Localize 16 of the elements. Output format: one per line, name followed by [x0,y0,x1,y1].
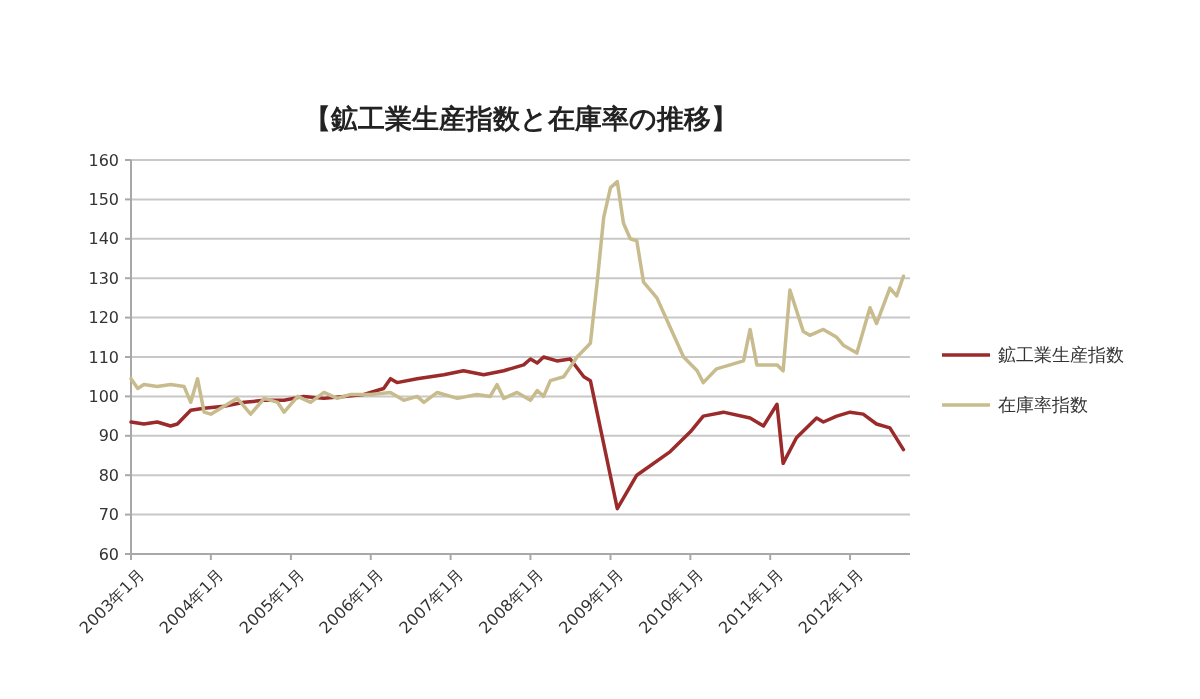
y-tick-label: 70 [98,505,119,525]
y-tick-label: 150 [88,190,119,209]
y-tick-label: 110 [88,347,119,367]
y-tick-label: 80 [98,465,119,485]
chart-title: 【鉱工業生産指数と在庫率の推移】 [303,103,738,134]
y-tick-label: 140 [88,229,119,249]
line-series [129,355,906,511]
y-tick-label: 130 [88,268,119,288]
line-series [129,179,906,416]
legend-label: 鉱工業生産指数 [998,344,1124,366]
y-tick-label: 160 [88,150,119,170]
y-tick-label: 120 [88,308,119,328]
y-tick-label: 90 [98,426,119,446]
y-tick-label: 100 [88,387,119,406]
legend-label: 在庫率指数 [998,394,1088,416]
y-tick-label: 60 [98,544,119,564]
